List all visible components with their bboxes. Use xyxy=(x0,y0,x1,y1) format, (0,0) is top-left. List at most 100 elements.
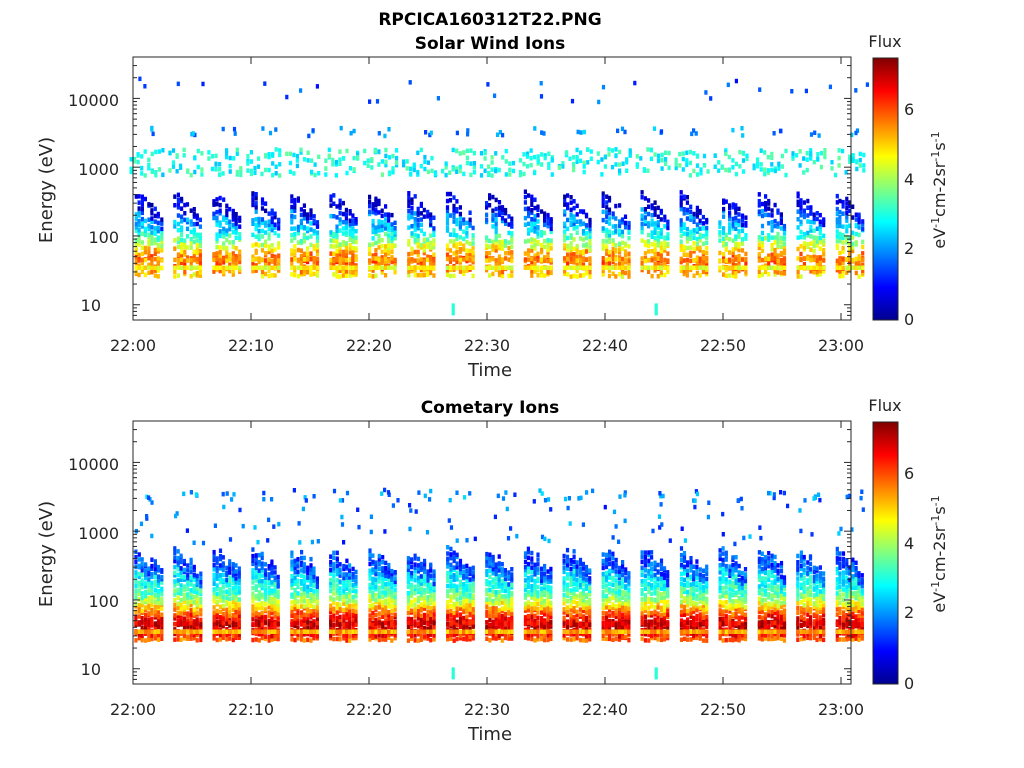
heatmap-cell xyxy=(341,257,345,262)
heatmap-cell xyxy=(485,238,489,243)
heatmap-cell xyxy=(348,228,352,233)
heatmap-cell xyxy=(705,231,709,237)
heatmap-cell xyxy=(407,225,411,230)
heatmap-cell xyxy=(293,265,297,270)
heatmap-cell xyxy=(650,273,654,279)
heatmap-cell xyxy=(302,629,306,634)
heatmap-cell xyxy=(306,620,310,625)
heatmap-cell xyxy=(267,222,271,228)
heatmap-cell xyxy=(390,580,394,586)
heatmap-cell xyxy=(277,226,281,231)
heatmap-cell xyxy=(424,130,428,135)
heatmap-cell xyxy=(225,621,229,626)
heatmap-cell xyxy=(348,629,352,634)
heatmap-cell xyxy=(410,577,414,582)
heatmap-cell xyxy=(150,623,154,628)
heatmap-cell xyxy=(446,637,450,642)
heatmap-cell xyxy=(221,635,225,640)
heatmap-cell xyxy=(144,568,148,573)
heatmap-cell xyxy=(327,153,331,158)
heatmap-cell xyxy=(530,224,534,230)
heatmap-cell xyxy=(718,220,722,225)
heatmap-cell xyxy=(156,632,161,638)
heatmap-cell xyxy=(410,570,414,576)
heatmap-cell xyxy=(186,582,190,587)
heatmap-cell xyxy=(582,169,586,175)
heatmap-cell xyxy=(653,223,657,229)
heatmap-cell xyxy=(293,558,297,564)
heatmap-cell xyxy=(354,574,358,580)
heatmap-cell xyxy=(838,223,842,229)
heatmap-cell xyxy=(737,228,741,234)
heatmap-cell xyxy=(238,259,242,265)
heatmap-cell xyxy=(760,243,765,248)
heatmap-cell xyxy=(689,232,693,238)
heatmap-cell xyxy=(309,592,313,598)
heatmap-cell xyxy=(309,632,313,638)
heatmap-cell xyxy=(144,597,148,602)
heatmap-cell xyxy=(579,222,583,227)
heatmap-cell xyxy=(189,208,193,213)
heatmap-cell xyxy=(238,265,242,270)
heatmap-cell xyxy=(549,229,553,235)
heatmap-cell xyxy=(231,633,235,639)
heatmap-cell xyxy=(254,248,258,254)
heatmap-cell xyxy=(332,573,336,579)
heatmap-cell xyxy=(728,250,732,255)
heatmap-cell xyxy=(315,224,320,229)
heatmap-cell xyxy=(410,210,414,215)
heatmap-cell xyxy=(384,217,388,222)
heatmap-cell xyxy=(607,265,612,270)
heatmap-cell xyxy=(338,217,342,222)
heatmap-cell xyxy=(129,166,133,172)
heatmap-cell xyxy=(238,218,242,223)
heatmap-cell xyxy=(653,253,657,258)
heatmap-cell xyxy=(667,165,671,171)
heatmap-cell xyxy=(563,246,567,251)
heatmap-cell xyxy=(530,265,534,270)
heatmap-cell xyxy=(307,133,311,139)
heatmap-cell xyxy=(656,214,660,219)
heatmap-cell xyxy=(430,168,434,174)
heatmap-cell xyxy=(176,197,180,202)
heatmap-cell xyxy=(734,241,738,247)
heatmap-cell xyxy=(374,567,378,573)
heatmap-cell xyxy=(584,257,589,262)
heatmap-cell xyxy=(390,568,394,574)
heatmap-cell xyxy=(858,151,862,157)
heatmap-cell xyxy=(494,258,498,263)
heatmap-cell xyxy=(137,209,141,214)
heatmap-cell xyxy=(237,606,241,611)
heatmap-cell xyxy=(160,592,164,597)
heatmap-cell xyxy=(504,265,508,270)
heatmap-cell xyxy=(569,200,573,205)
heatmap-cell xyxy=(225,220,229,225)
heatmap-cell xyxy=(445,221,450,226)
heatmap-cell xyxy=(588,247,592,252)
heatmap-cell xyxy=(659,241,663,246)
heatmap-cell xyxy=(264,265,268,270)
heatmap-cell xyxy=(445,213,450,218)
heatmap-cell xyxy=(406,629,410,634)
heatmap-cell xyxy=(416,252,420,258)
heatmap-cell xyxy=(234,617,238,622)
heatmap-cell xyxy=(156,574,161,579)
heatmap-cell xyxy=(342,597,346,603)
heatmap-cell xyxy=(257,638,261,643)
heatmap-cell xyxy=(653,268,657,273)
heatmap-cell xyxy=(627,265,631,270)
figure-title: RPCICA160312T22.PNG xyxy=(378,10,601,30)
heatmap-cell xyxy=(607,249,612,255)
heatmap-cell xyxy=(134,265,138,270)
heatmap-cell xyxy=(182,153,186,158)
heatmap-cell xyxy=(575,274,579,279)
axis-ticks xyxy=(132,56,898,321)
heatmap-cell xyxy=(393,582,397,587)
heatmap-cell xyxy=(273,606,277,611)
heatmap-cell xyxy=(144,599,148,605)
heatmap-cell xyxy=(504,251,508,256)
heatmap-cell xyxy=(231,629,235,634)
heatmap-cell xyxy=(818,265,822,270)
heatmap-cell xyxy=(228,609,232,614)
heatmap-cell xyxy=(151,131,155,137)
